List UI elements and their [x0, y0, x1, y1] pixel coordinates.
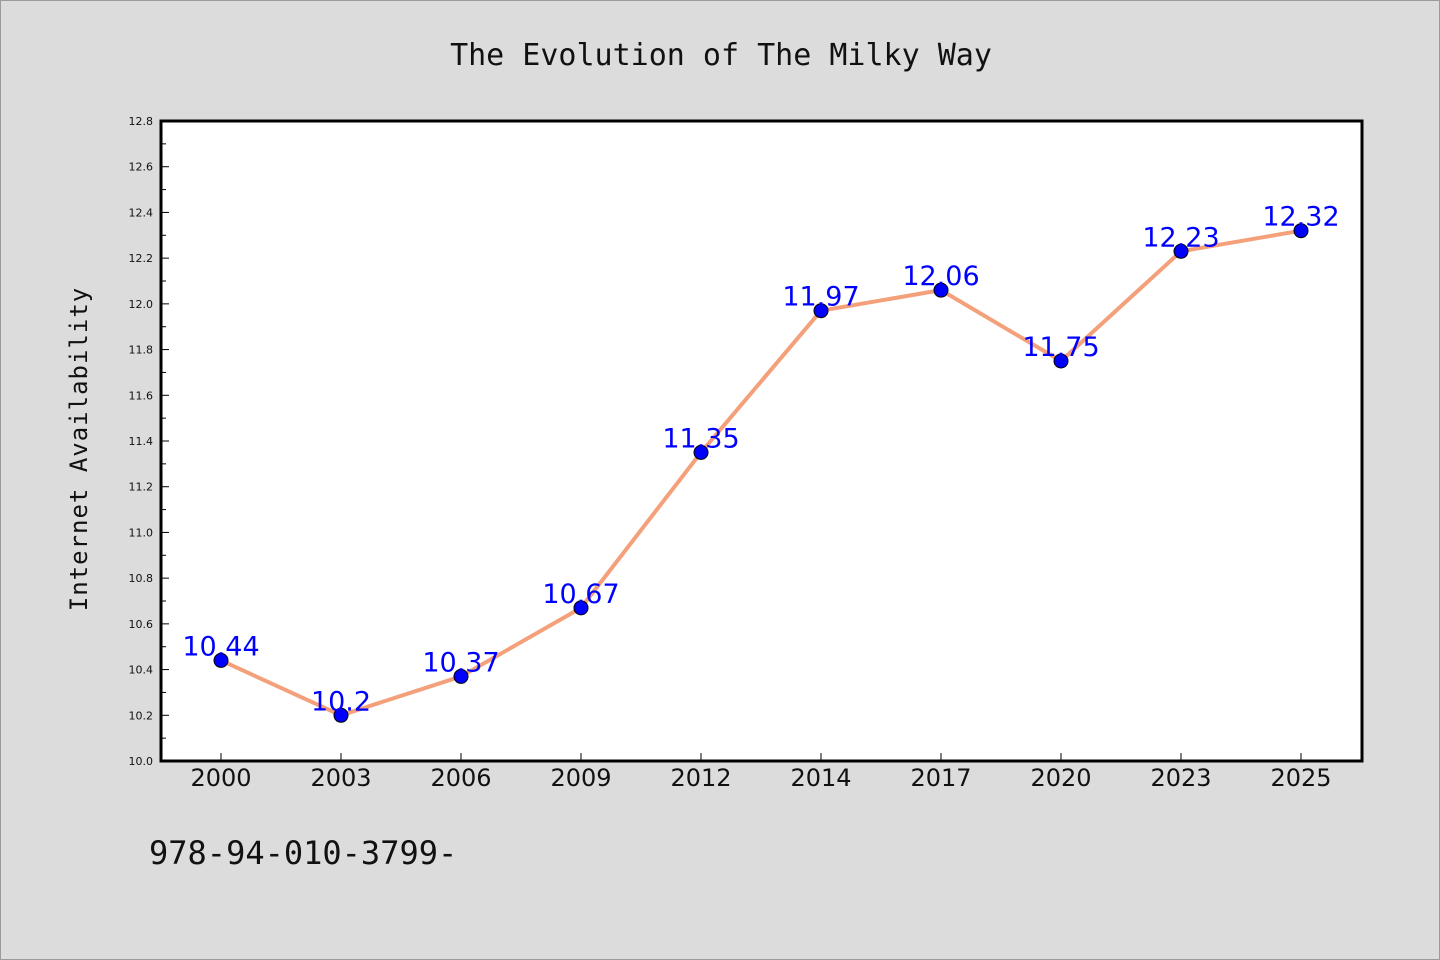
x-tick-label: 2006 — [430, 764, 491, 792]
y-tick-label: 12.2 — [129, 252, 154, 265]
x-tick-label: 2003 — [310, 764, 371, 792]
data-point-marker — [1173, 243, 1189, 259]
y-tick-label: 11.2 — [129, 481, 154, 494]
series-layer: 10.44 10.2 10.37 10.67 11.35 11.97 12.06 11.75 1… — [182, 202, 1340, 723]
x-axis-ticks: 2000 2003 2006 2009 2012 2014 2017 2020 2023 2025 — [190, 753, 1332, 792]
data-point-marker — [693, 444, 709, 460]
data-label: 12.06 — [902, 261, 979, 292]
x-tick-label: 2023 — [1150, 764, 1211, 792]
data-label: 11.75 — [1022, 332, 1099, 363]
y-tick-label: 10.6 — [129, 618, 154, 631]
y-tick-label: 10.0 — [129, 755, 154, 768]
y-tick-label: 12.0 — [129, 298, 154, 311]
y-tick-label: 12.8 — [129, 115, 154, 128]
footer-code-text: 978-94-010-3799- — [149, 834, 457, 872]
data-point-marker — [573, 600, 589, 616]
y-tick-label: 10.2 — [129, 709, 154, 722]
plot-area — [159, 119, 1364, 763]
data-label: 12.32 — [1262, 202, 1339, 233]
x-tick-label: 2025 — [1270, 764, 1331, 792]
data-label: 10.37 — [422, 647, 499, 678]
data-point-marker — [333, 707, 349, 723]
x-tick-label: 2014 — [790, 764, 851, 792]
x-tick-label: 2020 — [1030, 764, 1091, 792]
y-tick-label: 12.6 — [129, 161, 154, 174]
x-tick-label: 2017 — [910, 764, 971, 792]
y-tick-label: 12.4 — [129, 206, 154, 219]
data-point-marker — [213, 652, 229, 668]
data-point-marker — [453, 668, 469, 684]
y-axis-label: Internet Availability — [65, 287, 93, 611]
x-tick-label: 2000 — [190, 764, 251, 792]
data-point-marker — [1053, 353, 1069, 369]
data-label: 11.97 — [782, 282, 859, 313]
chart-title: The Evolution of The Milky Way — [450, 38, 992, 73]
y-tick-label: 11.4 — [129, 435, 154, 448]
data-point-marker — [1293, 223, 1309, 239]
x-tick-label: 2012 — [670, 764, 731, 792]
y-tick-label: 11.0 — [129, 526, 154, 539]
y-tick-label: 11.8 — [129, 344, 154, 357]
x-tick-label: 2009 — [550, 764, 611, 792]
data-label: 10.2 — [311, 686, 371, 717]
series-line — [219, 228, 1303, 718]
data-label: 10.44 — [182, 631, 259, 662]
data-point-marker — [933, 282, 949, 298]
data-point-marker — [813, 303, 829, 319]
data-label: 11.35 — [662, 423, 739, 454]
y-axis-ticks: 10.0 10.2 10.4 10.6 10.8 11.0 11.2 11.4 11.6 11.8… — [129, 115, 169, 768]
data-label: 12.23 — [1142, 222, 1219, 253]
y-tick-label: 10.8 — [129, 572, 154, 585]
y-tick-label: 10.4 — [129, 664, 154, 677]
y-tick-label: 11.6 — [129, 389, 154, 402]
data-label: 10.67 — [542, 579, 619, 610]
